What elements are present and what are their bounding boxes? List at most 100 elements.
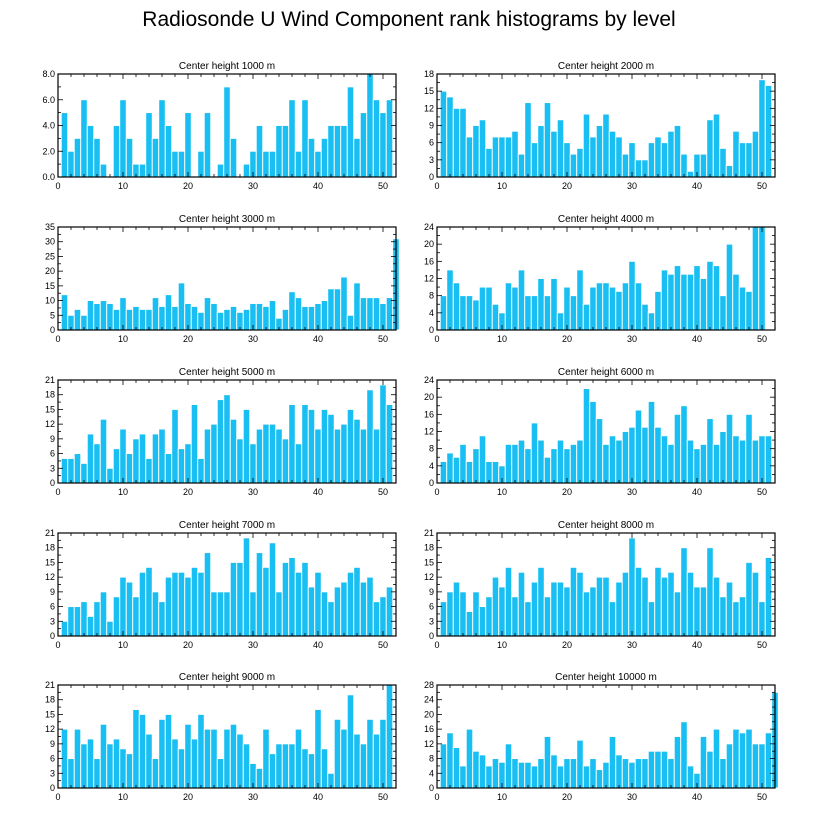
histogram-bar: [379, 718, 387, 789]
histogram-bar: [459, 591, 467, 637]
histogram-bar: [738, 596, 747, 637]
histogram-bar: [112, 596, 121, 637]
y-tick-label: 0: [429, 631, 434, 641]
histogram-bar: [576, 147, 584, 178]
histogram-bar: [106, 303, 114, 331]
histogram-bar: [359, 297, 368, 331]
histogram-bar: [327, 413, 335, 484]
histogram-bar: [327, 288, 335, 331]
y-tick-label: 12: [45, 724, 55, 734]
histogram-bar: [171, 150, 179, 178]
histogram-bar: [543, 596, 552, 637]
histogram-bar: [751, 439, 760, 484]
histogram-bar: [719, 431, 727, 484]
histogram-bar: [472, 591, 480, 637]
histogram-bar: [301, 306, 309, 331]
histogram-bar: [589, 401, 597, 484]
histogram-bar: [699, 736, 708, 789]
histogram-bar: [550, 130, 558, 178]
histogram-bar: [80, 99, 88, 178]
histogram-bar: [145, 458, 153, 484]
y-tick-label: 24: [424, 222, 434, 232]
histogram-bar: [333, 428, 342, 484]
histogram-bar: [660, 435, 669, 484]
x-tick-label: 30: [627, 181, 637, 191]
y-tick-label: 0: [429, 325, 434, 335]
histogram-bar: [517, 571, 526, 637]
histogram-bar: [615, 581, 623, 637]
histogram-bar: [223, 728, 231, 789]
histogram-bar: [340, 276, 348, 331]
y-tick-label: 0: [50, 325, 55, 335]
histogram-bar: [281, 308, 290, 331]
histogram-bar: [275, 743, 283, 789]
histogram-bar: [595, 418, 604, 484]
histogram-bar: [745, 290, 753, 331]
histogram-bar: [67, 606, 75, 637]
histogram-bar: [530, 581, 539, 637]
histogram-bar: [67, 458, 75, 484]
histogram-bar: [550, 448, 558, 484]
y-tick-label: 15: [45, 709, 55, 719]
histogram-bar: [589, 586, 597, 637]
histogram-bar: [301, 99, 309, 178]
x-tick-label: 40: [692, 640, 702, 650]
histogram-bar: [333, 586, 342, 637]
histogram-bar: [255, 428, 264, 484]
histogram-bar: [582, 591, 591, 637]
histogram-bar: [680, 153, 688, 178]
histogram-bar: [589, 136, 597, 178]
histogram-bar: [634, 758, 643, 789]
histogram-bar: [242, 537, 251, 637]
histogram-bar: [86, 125, 95, 178]
histogram-bar: [680, 273, 688, 331]
histogram-bar: [359, 743, 368, 789]
x-tick-label: 0: [434, 487, 439, 497]
histogram-bar: [229, 723, 238, 789]
histogram-bar: [738, 142, 747, 178]
histogram-bar: [485, 596, 493, 637]
x-tick-label: 50: [757, 792, 767, 802]
x-tick-label: 40: [313, 792, 323, 802]
histogram-bar: [673, 125, 682, 178]
histogram-bar: [184, 112, 192, 178]
histogram-bar: [706, 547, 714, 637]
x-tick-label: 40: [313, 334, 323, 344]
histogram-bar: [686, 273, 695, 331]
histogram-bar: [164, 576, 173, 637]
histogram-bar: [446, 452, 454, 484]
x-tick-label: 50: [378, 792, 388, 802]
histogram-bar: [119, 748, 127, 789]
histogram-bar: [314, 571, 322, 637]
histogram-bar: [385, 684, 394, 789]
histogram-bar: [738, 732, 747, 789]
histogram-bar: [459, 443, 467, 484]
histogram-bar: [366, 297, 374, 331]
histogram-bar: [478, 119, 487, 178]
x-tick-label: 40: [692, 181, 702, 191]
histogram-bar: [288, 291, 296, 331]
histogram-bar: [151, 433, 160, 484]
y-tick-label: 9: [50, 434, 55, 444]
histogram-bar: [366, 718, 374, 789]
histogram-bar: [151, 297, 160, 331]
histogram-bar: [158, 428, 166, 484]
histogram-bar: [164, 125, 173, 178]
y-tick-label: 18: [424, 69, 434, 79]
y-tick-label: 3: [429, 155, 434, 165]
histogram-bar: [628, 142, 636, 178]
histogram-bar: [738, 439, 747, 484]
histogram-bar: [745, 413, 753, 484]
histogram-bar: [190, 738, 199, 789]
x-tick-label: 0: [55, 487, 60, 497]
histogram-bar: [366, 576, 374, 637]
histogram-bar: [452, 107, 461, 178]
histogram-bar: [229, 137, 238, 178]
histogram-bar: [99, 300, 108, 331]
histogram-bar: [537, 566, 545, 637]
histogram-bar: [372, 428, 381, 484]
histogram-bar: [556, 312, 565, 331]
histogram-bar: [359, 428, 368, 484]
histogram-bar: [608, 736, 617, 789]
histogram-bar: [608, 435, 617, 484]
